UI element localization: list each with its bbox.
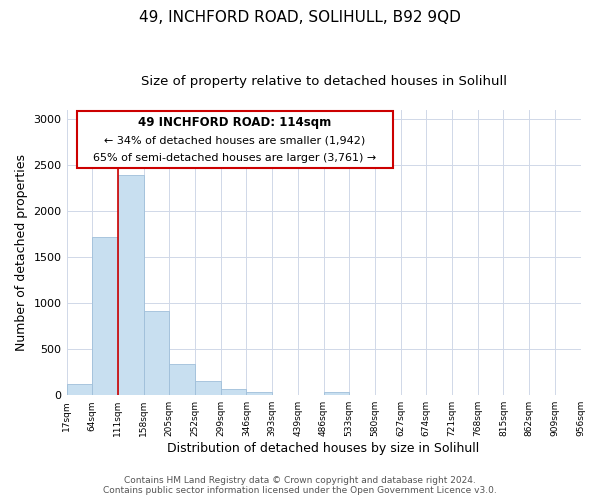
FancyBboxPatch shape xyxy=(77,112,393,168)
Bar xyxy=(169,364,195,395)
Title: Size of property relative to detached houses in Solihull: Size of property relative to detached ho… xyxy=(140,75,506,88)
Text: 65% of semi-detached houses are larger (3,761) →: 65% of semi-detached houses are larger (… xyxy=(93,153,376,163)
Bar xyxy=(323,392,349,395)
Text: 49 INCHFORD ROAD: 114sqm: 49 INCHFORD ROAD: 114sqm xyxy=(138,116,331,128)
Text: 49, INCHFORD ROAD, SOLIHULL, B92 9QD: 49, INCHFORD ROAD, SOLIHULL, B92 9QD xyxy=(139,10,461,25)
Bar xyxy=(195,381,221,395)
Bar xyxy=(92,237,118,395)
Text: Contains HM Land Registry data © Crown copyright and database right 2024.
Contai: Contains HM Land Registry data © Crown c… xyxy=(103,476,497,495)
Bar xyxy=(67,384,92,395)
Bar xyxy=(118,176,143,395)
Y-axis label: Number of detached properties: Number of detached properties xyxy=(15,154,28,351)
Bar xyxy=(221,389,247,395)
Text: ← 34% of detached houses are smaller (1,942): ← 34% of detached houses are smaller (1,… xyxy=(104,136,365,145)
X-axis label: Distribution of detached houses by size in Solihull: Distribution of detached houses by size … xyxy=(167,442,479,455)
Bar xyxy=(247,392,272,395)
Bar xyxy=(143,312,169,395)
